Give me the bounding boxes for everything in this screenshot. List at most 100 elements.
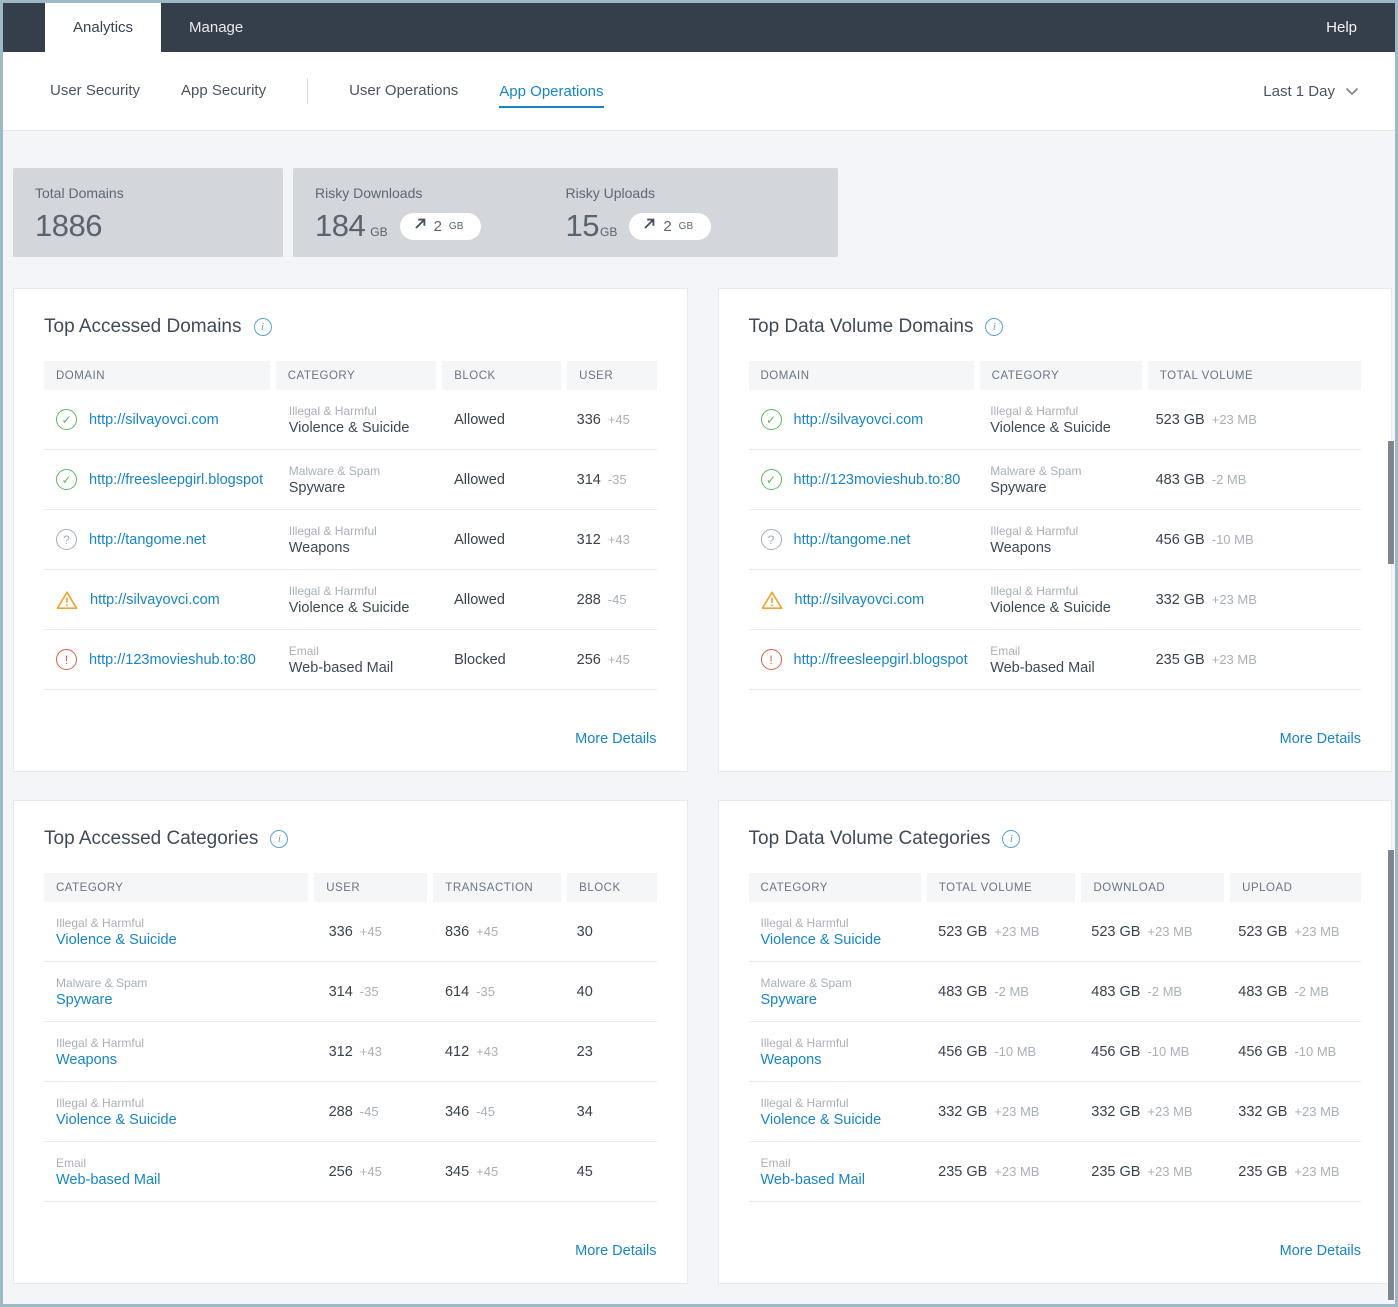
category-link[interactable]: Violence & Suicide [760, 931, 882, 948]
total-volume: 483 GB [1155, 471, 1205, 488]
total-volume: 523 GB [938, 923, 988, 940]
more-details-link[interactable]: More Details [575, 731, 657, 747]
top-data-volume-categories-panel: Top Data Volume Categories i CATEGORY TO… [717, 800, 1392, 1284]
nav-divider [307, 78, 309, 104]
domain-link[interactable]: http://123movieshub.to:80 [793, 471, 961, 488]
question-circle-icon: ? [760, 529, 782, 550]
tab-analytics[interactable]: Analytics [45, 3, 162, 52]
alert-circle-icon: ! [760, 649, 782, 670]
domain-link[interactable]: http://freesleepgirl.blogspot [793, 651, 968, 668]
total-volume-delta: +23 MB [994, 1163, 1040, 1179]
category-group: Email [288, 643, 319, 658]
category-link[interactable]: Violence & Suicide [760, 1111, 882, 1128]
user-delta: +45 [607, 411, 630, 427]
user-count: 288 [576, 591, 601, 608]
scrollbar-thumb[interactable] [1388, 441, 1394, 564]
table-row: http://silvayovci.com Illegal & Harmful … [748, 570, 1361, 630]
risky-downloads-stat: Risky Downloads 184 GB 2 GB [315, 185, 566, 257]
check-circle-icon: ✓ [760, 469, 782, 490]
block-status: Blocked [454, 651, 506, 668]
top-accessed-domains-panel: Top Accessed Domains i DOMAIN CATEGORY B… [13, 288, 688, 772]
info-icon[interactable]: i [1002, 830, 1021, 848]
table-row: ✓ http://123movieshub.to:80 Malware & Sp… [748, 450, 1361, 510]
domain-link[interactable]: http://tangome.net [89, 531, 206, 548]
top-data-volume-domains-panel: Top Data Volume Domains i DOMAIN CATEGOR… [717, 288, 1392, 772]
total-volume: 483 GB [938, 983, 988, 1000]
download-delta: -2 MB [1147, 983, 1183, 999]
category-group: Email [56, 1155, 87, 1170]
chevron-down-icon [1345, 87, 1359, 96]
more-details-link[interactable]: More Details [575, 1243, 657, 1259]
user-count: 336 [328, 923, 353, 940]
alert-circle-icon: ! [56, 649, 77, 670]
domain-link[interactable]: http://123movieshub.to:80 [89, 651, 256, 668]
total-volume: 235 GB [1155, 651, 1205, 668]
category-name: Violence & Suicide [990, 419, 1111, 436]
total-volume: 235 GB [938, 1163, 988, 1180]
total-volume-delta: -2 MB [994, 983, 1029, 999]
info-icon[interactable]: i [270, 830, 289, 848]
total-volume: 456 GB [1155, 531, 1205, 548]
block-status: Allowed [454, 531, 505, 548]
domain-link[interactable]: http://silvayovci.com [793, 411, 924, 428]
user-delta: +43 [359, 1043, 382, 1059]
domain-link[interactable]: http://freesleepgirl.blogspot [89, 471, 264, 488]
category-link[interactable]: Weapons [760, 1051, 822, 1068]
download-delta: +23 MB [1147, 1103, 1193, 1119]
user-delta: -45 [359, 1103, 379, 1119]
category-link[interactable]: Violence & Suicide [56, 931, 177, 948]
trend-up-icon [414, 217, 427, 235]
help-link[interactable]: Help [1326, 19, 1357, 36]
category-link[interactable]: Violence & Suicide [56, 1111, 177, 1128]
user-count: 256 [576, 651, 601, 668]
warning-triangle-icon [761, 590, 783, 610]
category-group: Illegal & Harmful [990, 523, 1079, 538]
time-period-dropdown[interactable]: Last 1 Day [1263, 83, 1359, 100]
transaction-delta: +45 [476, 923, 499, 939]
upload-delta: +23 MB [1294, 1163, 1340, 1179]
transaction-delta: +43 [476, 1043, 499, 1059]
more-details-link[interactable]: More Details [1279, 731, 1361, 747]
category-link[interactable]: Weapons [56, 1051, 117, 1068]
user-count: 256 [328, 1163, 353, 1180]
nav-item-user-operations[interactable]: User Operations [349, 81, 459, 99]
transaction-delta: -35 [476, 983, 495, 999]
category-link[interactable]: Spyware [56, 991, 113, 1008]
summary-cards: Total Domains 1886 Risky Downloads 184 G… [3, 168, 1395, 257]
upload-volume: 483 GB [1238, 983, 1288, 1000]
domain-link[interactable]: http://silvayovci.com [90, 591, 220, 608]
transaction-delta: -45 [476, 1103, 495, 1119]
user-delta: +45 [359, 923, 382, 939]
user-count: 314 [328, 983, 353, 1000]
domain-link[interactable]: http://silvayovci.com [89, 411, 219, 428]
nav-item-app-security[interactable]: App Security [181, 81, 267, 99]
category-link[interactable]: Web-based Mail [760, 1171, 866, 1188]
category-link[interactable]: Spyware [760, 991, 817, 1008]
download-delta: -10 MB [1147, 1043, 1190, 1059]
total-domains-value: 1886 [35, 208, 102, 243]
risky-uploads-label: Risky Uploads [565, 185, 655, 201]
nav-item-user-security[interactable]: User Security [50, 81, 141, 99]
risky-downloads-value: 184 [315, 208, 366, 243]
transaction-count: 346 [444, 1103, 470, 1120]
info-icon[interactable]: i [985, 318, 1004, 336]
category-group: Email [990, 643, 1021, 658]
user-delta: +45 [359, 1163, 382, 1179]
top-accessed-categories-panel: Top Accessed Categories i CATEGORY USER … [13, 800, 688, 1284]
category-link[interactable]: Web-based Mail [56, 1171, 161, 1188]
domain-link[interactable]: http://silvayovci.com [794, 591, 925, 608]
risky-uploads-stat: Risky Uploads 15 GB 2 GB [566, 185, 817, 257]
scrollbar-thumb[interactable] [1388, 850, 1394, 1300]
panel-title: Top Data Volume Domains [748, 316, 974, 337]
upload-delta: -10 MB [1294, 1043, 1337, 1059]
check-circle-icon: ✓ [56, 409, 77, 430]
table-header: DOMAIN CATEGORY TOTAL VOLUME [748, 361, 1361, 390]
transaction-count: 412 [444, 1043, 470, 1060]
table-row: ✓ http://freesleepgirl.blogspot Malware … [44, 450, 657, 510]
info-icon[interactable]: i [253, 318, 272, 336]
tab-manage[interactable]: Manage [189, 19, 244, 36]
domain-link[interactable]: http://tangome.net [793, 531, 911, 548]
nav-item-app-operations[interactable]: App Operations [499, 83, 604, 108]
more-details-link[interactable]: More Details [1279, 1243, 1361, 1259]
